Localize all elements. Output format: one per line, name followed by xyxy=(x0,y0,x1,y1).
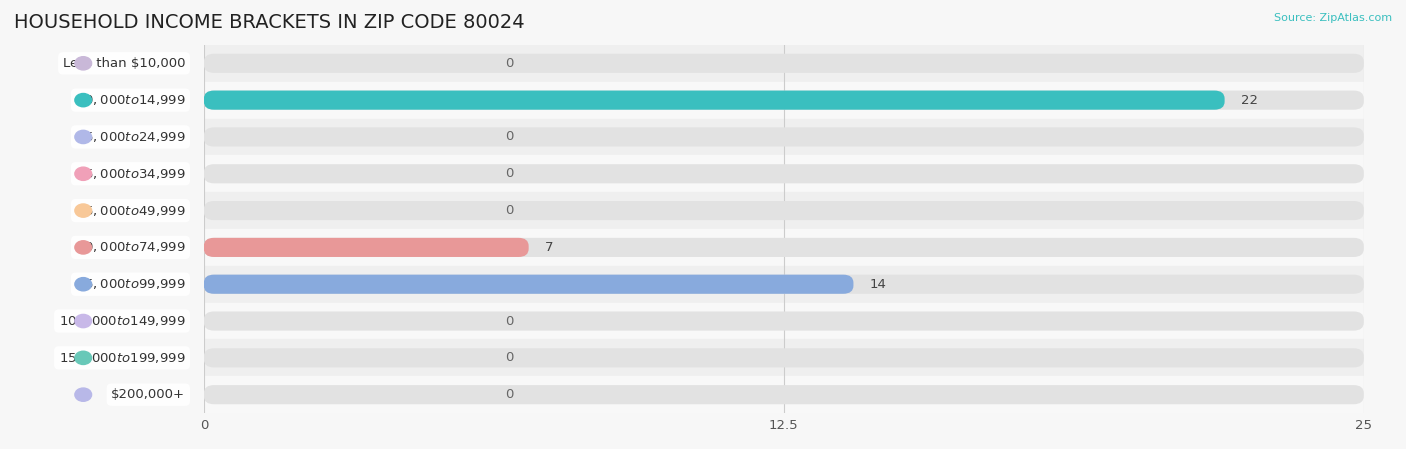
FancyBboxPatch shape xyxy=(204,128,1364,146)
Text: 0: 0 xyxy=(506,131,513,143)
Circle shape xyxy=(75,130,91,144)
FancyBboxPatch shape xyxy=(204,385,1364,404)
Circle shape xyxy=(75,351,91,365)
FancyBboxPatch shape xyxy=(204,164,1364,183)
Bar xyxy=(204,82,1364,119)
FancyBboxPatch shape xyxy=(204,91,1225,110)
FancyBboxPatch shape xyxy=(204,238,529,257)
Bar xyxy=(204,266,1364,303)
Text: 7: 7 xyxy=(546,241,554,254)
Bar xyxy=(204,155,1364,192)
Text: $35,000 to $49,999: $35,000 to $49,999 xyxy=(76,203,186,218)
Bar xyxy=(204,376,1364,413)
FancyBboxPatch shape xyxy=(204,54,1364,73)
Circle shape xyxy=(75,277,91,291)
FancyBboxPatch shape xyxy=(204,238,1364,257)
Text: Less than $10,000: Less than $10,000 xyxy=(63,57,186,70)
Text: 0: 0 xyxy=(506,204,513,217)
Text: 0: 0 xyxy=(506,388,513,401)
Text: $50,000 to $74,999: $50,000 to $74,999 xyxy=(76,240,186,255)
Bar xyxy=(204,45,1364,82)
Text: Source: ZipAtlas.com: Source: ZipAtlas.com xyxy=(1274,13,1392,23)
Bar xyxy=(204,303,1364,339)
Text: $75,000 to $99,999: $75,000 to $99,999 xyxy=(76,277,186,291)
FancyBboxPatch shape xyxy=(204,348,1364,367)
Text: $25,000 to $34,999: $25,000 to $34,999 xyxy=(76,167,186,181)
Circle shape xyxy=(75,167,91,180)
Circle shape xyxy=(75,388,91,401)
Bar xyxy=(204,192,1364,229)
Bar xyxy=(204,339,1364,376)
Text: $100,000 to $149,999: $100,000 to $149,999 xyxy=(59,314,186,328)
Bar xyxy=(204,119,1364,155)
Circle shape xyxy=(75,57,91,70)
Text: 0: 0 xyxy=(506,315,513,327)
FancyBboxPatch shape xyxy=(204,91,1364,110)
FancyBboxPatch shape xyxy=(204,275,853,294)
FancyBboxPatch shape xyxy=(204,275,1364,294)
Text: $150,000 to $199,999: $150,000 to $199,999 xyxy=(59,351,186,365)
Circle shape xyxy=(75,204,91,217)
Text: HOUSEHOLD INCOME BRACKETS IN ZIP CODE 80024: HOUSEHOLD INCOME BRACKETS IN ZIP CODE 80… xyxy=(14,13,524,32)
FancyBboxPatch shape xyxy=(204,312,1364,330)
Bar xyxy=(204,229,1364,266)
Circle shape xyxy=(75,314,91,328)
Text: 14: 14 xyxy=(870,278,887,291)
FancyBboxPatch shape xyxy=(204,201,1364,220)
Text: 22: 22 xyxy=(1241,94,1258,106)
Text: 0: 0 xyxy=(506,57,513,70)
Text: $15,000 to $24,999: $15,000 to $24,999 xyxy=(76,130,186,144)
Circle shape xyxy=(75,93,91,107)
Text: 0: 0 xyxy=(506,352,513,364)
Text: 0: 0 xyxy=(506,167,513,180)
Text: $200,000+: $200,000+ xyxy=(111,388,186,401)
Text: $10,000 to $14,999: $10,000 to $14,999 xyxy=(76,93,186,107)
Circle shape xyxy=(75,241,91,254)
